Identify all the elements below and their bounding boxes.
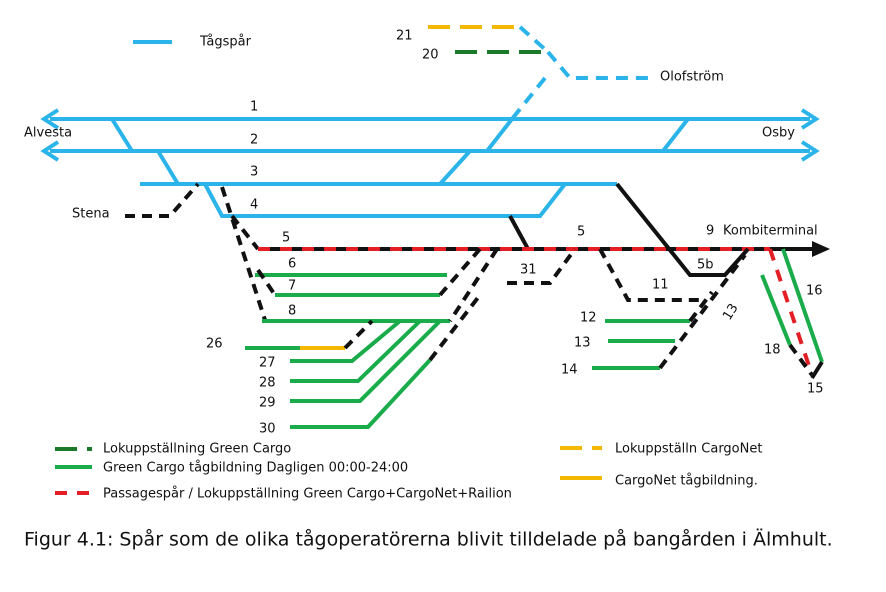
track-label: 5 bbox=[577, 225, 585, 240]
track-label: 7 bbox=[288, 279, 296, 294]
track-label: 15 bbox=[807, 382, 824, 397]
track-label: 13 bbox=[574, 336, 591, 351]
legend-label: Green Cargo tågbildning Dagligen 00:00-2… bbox=[103, 461, 408, 476]
place-label: Olofström bbox=[660, 70, 724, 85]
legend-label: Passagespår / Lokuppställning Green Carg… bbox=[103, 487, 512, 502]
place-label: Stena bbox=[72, 207, 110, 222]
track-label: 3 bbox=[250, 165, 258, 180]
track-label: 29 bbox=[259, 396, 276, 411]
track-label: 14 bbox=[561, 363, 578, 378]
track-label: 2 bbox=[250, 133, 258, 148]
track-label: 28 bbox=[259, 376, 276, 391]
track-label: 11 bbox=[652, 278, 669, 293]
track-label: 5 bbox=[282, 231, 290, 246]
track-label: 31 bbox=[520, 263, 537, 278]
track-label: 18 bbox=[764, 343, 781, 358]
caption: Figur 4.1: Spår som de olika tågoperatör… bbox=[24, 528, 833, 551]
tracks bbox=[40, 25, 830, 495]
legend-label: Tågspår bbox=[199, 35, 252, 50]
legend-label: CargoNet tågbildning. bbox=[615, 474, 758, 489]
track-label: 30 bbox=[259, 422, 276, 437]
track-label: 13 bbox=[720, 301, 741, 323]
track-label: 20 bbox=[422, 48, 439, 63]
track-label: 21 bbox=[396, 29, 413, 44]
track-label: 6 bbox=[288, 257, 296, 272]
track-label: 8 bbox=[288, 304, 296, 319]
track-label: 26 bbox=[206, 337, 223, 352]
track-label: 9 bbox=[706, 224, 714, 239]
place-label: Osby bbox=[762, 126, 795, 141]
legend-label: Lokuppställning Green Cargo bbox=[103, 442, 291, 457]
track-label: 27 bbox=[259, 356, 276, 371]
track-label: 5b bbox=[697, 258, 714, 273]
track-label: 12 bbox=[580, 311, 597, 326]
track-label: 1 bbox=[250, 100, 258, 115]
track-label: 16 bbox=[806, 284, 823, 299]
track-label: 4 bbox=[250, 198, 258, 213]
place-label: Alvesta bbox=[24, 126, 72, 141]
legend-label: Lokuppställn CargoNet bbox=[615, 442, 762, 457]
place-label: Kombiterminal bbox=[723, 224, 818, 239]
